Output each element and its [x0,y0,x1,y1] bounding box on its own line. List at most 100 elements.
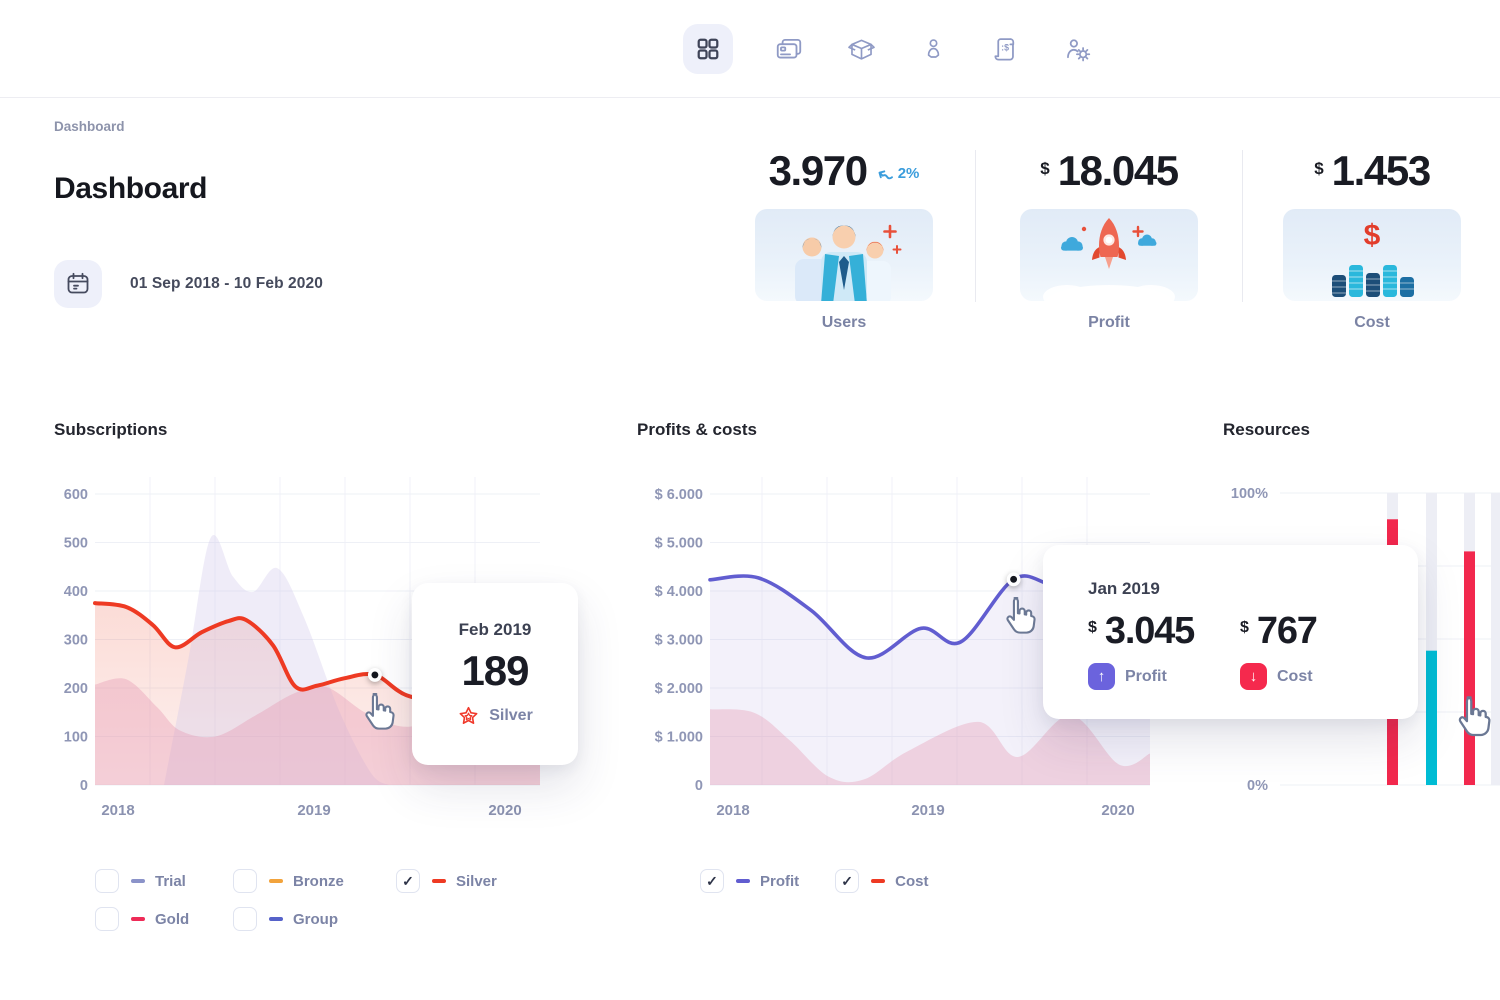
nav-cards-button[interactable] [773,33,805,65]
nav-invoices-button[interactable]: :$ [989,33,1021,65]
package-icon [847,39,875,60]
y-axis-label: 0 [80,778,88,794]
star-icon [459,706,478,724]
topbar: :$ [0,0,1500,98]
hover-point-marker [1006,572,1021,587]
bar-track[interactable] [1426,493,1437,785]
user-icon [927,39,939,58]
profit-currency: $ [1040,159,1050,178]
breadcrumb[interactable]: Dashboard [54,119,125,134]
subscriptions-tooltip: Feb 2019 189 Silver [412,583,578,765]
main-nav: :$ [683,23,1093,75]
legend-item-group[interactable]: Group [233,907,396,931]
legend-label: Gold [155,910,190,928]
legend-label: Bronze [293,872,344,890]
calendar-icon [67,272,89,294]
checkbox-unchecked[interactable] [233,869,257,893]
profit-value: 18.045 [1057,147,1179,194]
series-color-dash [871,878,886,884]
series-color-dash [131,878,145,884]
profit-badge-label: Profit [1125,667,1167,685]
subscriptions-chart-title: Subscriptions [54,420,168,439]
stat-cost: $ 1.453 $ Cost [1283,150,1461,332]
legend-item-cost[interactable]: ✓ Cost [835,869,929,893]
date-range-picker[interactable]: 01 Sep 2018 - 10 Feb 2020 [54,260,323,308]
legend-label: Profit [760,872,800,890]
profit-currency: $ [1088,619,1097,636]
legend-label: Trial [155,872,186,890]
bar-fill[interactable] [1464,551,1475,785]
tooltip-series-row: Silver [457,705,533,728]
y-axis-label: $ 2.000 [655,681,703,697]
cost-currency: $ [1240,619,1249,636]
tooltip-series-label: Silver [489,707,533,725]
cost-number-row: $ 1.453 [1283,150,1461,194]
subscriptions-legend: Trial Bronze ✓ Silver Gold Group [95,869,576,931]
checkbox-unchecked[interactable] [95,869,119,893]
y-axis-label: 100 [64,730,88,746]
profits-costs-chart[interactable]: $ 6.000 $ 5.000 $ 4.000 $ 3.000 $ 2.000 $ 1.0… [637,465,1152,825]
cost-value: 767 [1256,610,1318,652]
checkbox-checked[interactable]: ✓ [835,869,860,893]
series-color-dash [736,878,750,884]
dashboard-grid-icon [697,38,719,60]
hover-point-marker [367,667,382,682]
y-axis-label: $ 3.000 [655,633,703,649]
bar-fill[interactable] [1426,650,1437,785]
y-axis-label: $ 6.000 [655,487,703,503]
y-axis-label: 0% [1247,778,1268,794]
x-axis-label: 2018 [101,802,134,819]
arrow-up-badge-icon: ↑ [1088,663,1115,690]
legend-item-profit[interactable]: ✓ Profit [700,869,799,893]
tooltip-date: Feb 2019 [458,620,532,640]
legend-label: Group [293,910,338,928]
checkbox-checked[interactable]: ✓ [396,869,420,893]
nav-customers-button[interactable] [917,33,949,65]
legend-item-gold[interactable]: Gold [95,907,233,931]
tooltip-date: Jan 2019 [1088,579,1160,598]
y-axis-label: 200 [64,681,88,697]
y-axis-label: 500 [64,536,88,552]
legend-item-bronze[interactable]: Bronze [233,869,396,893]
nav-account-settings-button[interactable] [1061,33,1093,65]
checkbox-unchecked[interactable] [95,907,119,931]
checkbox-checked[interactable]: ✓ [700,869,724,893]
people-illustration [795,224,902,301]
hand-cursor-icon [1458,696,1491,737]
legend-item-silver[interactable]: ✓ Silver [396,869,576,893]
calendar-icon-button[interactable] [54,260,102,308]
coins-illustration: $ [1332,219,1414,297]
svg-text::$: :$ [1001,42,1009,52]
date-range-label: 01 Sep 2018 - 10 Feb 2020 [130,275,323,292]
users-value: 3.970 [768,147,869,194]
nav-products-button[interactable] [845,33,877,65]
stats-divider [975,150,976,302]
rocket-illustration [1043,218,1175,301]
series-color-dash [131,916,145,922]
cost-area [710,709,1150,785]
series-color-dash [432,878,446,884]
bar-track[interactable] [1491,493,1500,785]
y-axis-label: $ 4.000 [655,584,703,600]
hand-cursor-icon [1006,597,1036,634]
stat-profit: $ 18.045 Profit [1020,150,1198,332]
resources-chart-title: Resources [1223,420,1310,439]
tooltip-profit-col: $ 3.045 ↑ Profit [1088,612,1195,690]
users-illustration-card [755,209,933,301]
users-delta-label: 2% [897,165,920,182]
y-axis-label: 300 [64,633,88,649]
nav-dashboard-button[interactable] [683,24,733,74]
x-axis-label: 2020 [488,802,521,819]
x-axis-label: 2019 [297,802,330,819]
cost-label: Cost [1354,314,1390,331]
trend-up-arrow-icon [878,169,893,179]
page-title: Dashboard [54,172,208,205]
x-axis-label: 2018 [716,802,749,819]
legend-item-trial[interactable]: Trial [95,869,233,893]
y-axis-label: 600 [64,487,88,503]
y-axis-label: 400 [64,584,88,600]
checkbox-unchecked[interactable] [233,907,257,931]
legend-label: Cost [895,872,929,890]
invoice-icon: :$ [993,37,1014,61]
